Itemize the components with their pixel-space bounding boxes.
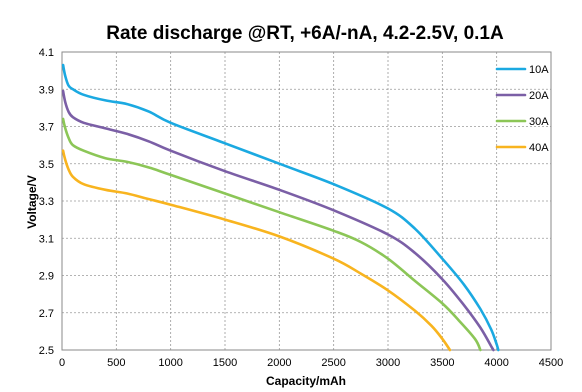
plot-frame (61, 51, 552, 351)
x-tick-label: 3500 (430, 357, 454, 369)
legend-label-10a: 10A (529, 64, 549, 76)
x-tick-label: 2000 (267, 357, 291, 369)
x-tick-label: 0 (59, 357, 65, 369)
y-tick-label: 2.5 (39, 345, 54, 357)
series-line-30a (61, 117, 482, 352)
x-tick-label: 2500 (321, 357, 345, 369)
y-tick-label: 3.3 (39, 196, 54, 208)
y-tick-label: 2.7 (39, 308, 54, 320)
legend-label-30a: 30A (529, 116, 549, 128)
x-tick-label: 1000 (158, 357, 182, 369)
y-tick-label: 3.1 (39, 233, 54, 245)
x-axis-label: Capacity/mAh (266, 374, 346, 388)
series-lines (61, 63, 500, 352)
x-tick-label: 1500 (213, 357, 237, 369)
y-tick-label: 3.5 (39, 159, 54, 171)
y-tick-label: 3.9 (39, 84, 54, 96)
y-tick-label: 3.7 (39, 122, 54, 134)
y-axis-label: Voltage/V (25, 175, 39, 229)
series-line-40a (61, 149, 452, 352)
x-tick-label: 4500 (539, 357, 563, 369)
y-tick-label: 2.9 (39, 271, 54, 283)
series-line-20a (61, 89, 495, 352)
grid (62, 52, 551, 350)
y-axis-ticks: 2.5 2.7 2.9 3.1 3.3 3.5 3.7 3.9 4.1 (39, 47, 54, 357)
y-tick-label: 4.1 (39, 47, 54, 59)
series-line-10a (61, 63, 500, 352)
legend: 10A 20A 30A 40A (495, 64, 549, 154)
chart-title: Rate discharge @RT, +6A/-nA, 4.2-2.5V, 0… (106, 23, 504, 44)
legend-label-20a: 20A (529, 90, 549, 102)
x-axis-ticks: 0 500 1000 1500 2000 2500 3000 3500 4000 4500 (59, 357, 563, 369)
x-tick-label: 3000 (376, 357, 400, 369)
x-tick-label: 500 (107, 357, 125, 369)
x-tick-label: 4000 (484, 357, 508, 369)
legend-label-40a: 40A (529, 142, 549, 154)
